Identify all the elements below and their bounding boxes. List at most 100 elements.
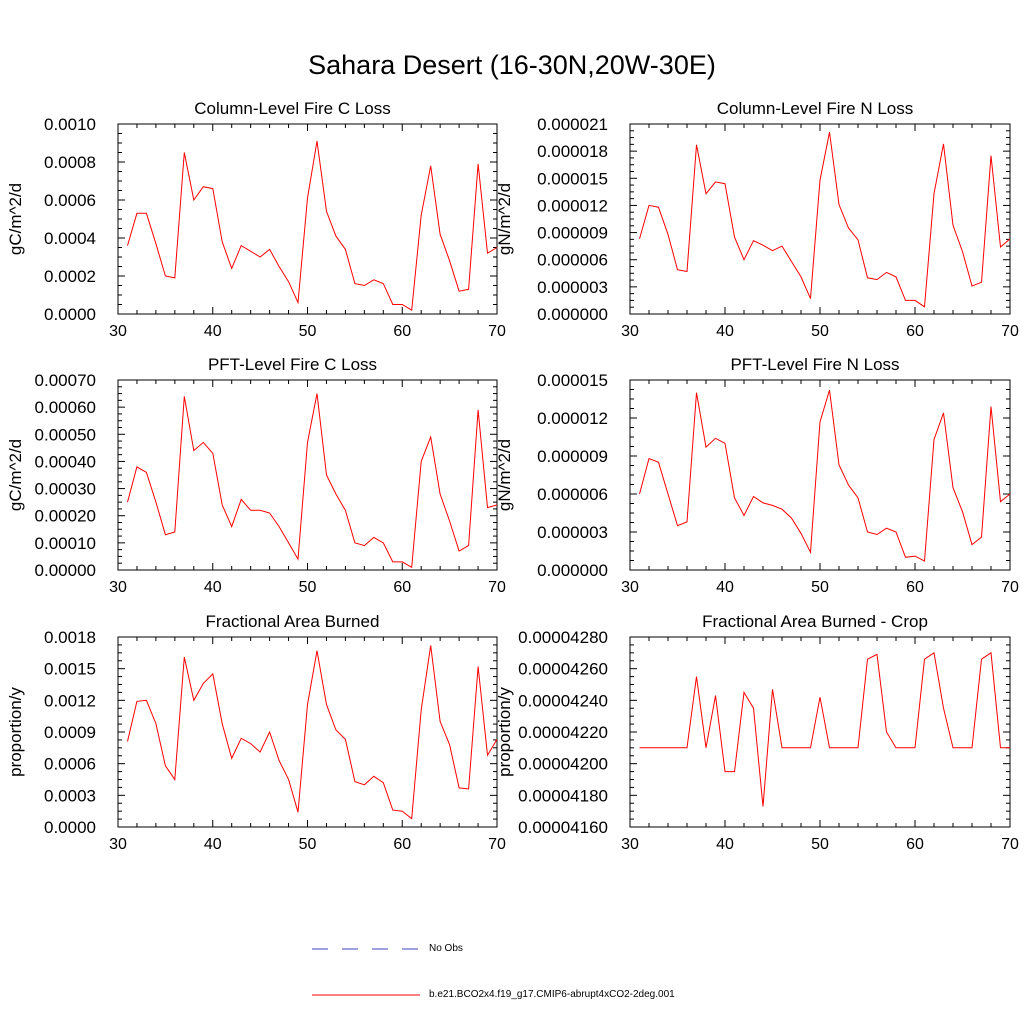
- y-tick-label: 0.000018: [537, 142, 608, 161]
- x-tick-label: 70: [488, 323, 506, 340]
- y-tick-label: 0.00004180: [518, 786, 608, 805]
- plot-frame: [629, 123, 1011, 315]
- x-tick-label: 40: [204, 836, 222, 853]
- x-tick-label: 70: [488, 836, 506, 853]
- x-tick-label: 40: [716, 579, 734, 596]
- y-tick-label: 0.000009: [537, 447, 608, 466]
- y-tick-label: 0.00010: [35, 534, 96, 553]
- y-tick-label: 0.000012: [537, 196, 608, 215]
- x-tick-label: 70: [1001, 836, 1019, 853]
- y-tick-label: 0.00000: [35, 561, 96, 580]
- series-line: [639, 651, 1010, 807]
- series-line: [639, 389, 1011, 562]
- y-tick-label: 0.00004260: [518, 660, 608, 679]
- y-tick-label: 0.000000: [537, 305, 608, 324]
- y-tick-label: 0.00040: [35, 452, 96, 471]
- y-tick-label: 0.0000: [44, 818, 96, 837]
- panel-title: Fractional Area Burned - Crop: [702, 612, 928, 631]
- panel-2: 30 40 50 60 70 0.00000 0.00010 0.00020 0.00030 0.…: [6, 355, 506, 596]
- y-tick-label: 0.0004: [44, 229, 96, 248]
- x-tick-label: 30: [109, 836, 127, 853]
- y-tick-label: 0.000003: [537, 278, 608, 297]
- y-tick-label: 0.00004240: [518, 691, 608, 710]
- panel-title: PFT-Level Fire C Loss: [208, 355, 377, 374]
- y-axis-label: gC/m^2/d: [6, 439, 25, 511]
- y-tick-label: 0.0006: [44, 191, 96, 210]
- x-tick-label: 70: [1001, 323, 1019, 340]
- y-tick-label: 0.0012: [44, 691, 96, 710]
- y-tick-label: 0.0008: [44, 153, 96, 172]
- y-tick-label: 0.00070: [35, 371, 96, 390]
- plot-frame: [629, 379, 1011, 571]
- panel-title: Column-Level Fire N Loss: [717, 99, 914, 118]
- x-tick-label: 40: [716, 836, 734, 853]
- x-tick-label: 30: [621, 579, 639, 596]
- x-tick-label: 30: [621, 323, 639, 340]
- x-tick-label: 50: [811, 579, 829, 596]
- panel-title: PFT-Level Fire N Loss: [730, 355, 899, 374]
- x-tick-label: 60: [906, 323, 924, 340]
- legend-label-model-run: b.e21.BCO2x4.f19_g17.CMIP6-abrupt4xCO2-2…: [429, 989, 675, 1000]
- y-tick-label: 0.000006: [537, 485, 608, 504]
- y-tick-label: 0.00004200: [518, 755, 608, 774]
- x-tick-label: 60: [906, 579, 924, 596]
- panel-1: 30 40 50 60 70 0.000000 0.000003 0.000006 0.0000…: [495, 99, 1019, 340]
- panel-title: Column-Level Fire C Loss: [194, 99, 391, 118]
- x-tick-label: 40: [716, 323, 734, 340]
- x-tick-label: 50: [299, 323, 317, 340]
- y-tick-label: 0.0002: [44, 267, 96, 286]
- x-tick-label: 70: [488, 579, 506, 596]
- y-tick-label: 0.00050: [35, 425, 96, 444]
- y-tick-label: 0.000006: [537, 251, 608, 270]
- x-tick-label: 60: [393, 836, 411, 853]
- x-tick-label: 30: [109, 323, 127, 340]
- x-tick-label: 70: [1001, 579, 1019, 596]
- x-tick-label: 40: [204, 323, 222, 340]
- y-tick-label: 0.0000: [44, 305, 96, 324]
- panel-3: 30 40 50 60 70 0.000000 0.000003 0.000006 0.0000…: [495, 355, 1019, 596]
- y-tick-label: 0.0010: [44, 115, 96, 134]
- y-tick-label: 0.000015: [537, 169, 608, 188]
- x-tick-label: 40: [204, 579, 222, 596]
- y-tick-label: 0.00020: [35, 507, 96, 526]
- y-tick-label: 0.00004160: [518, 818, 608, 837]
- x-tick-label: 30: [621, 836, 639, 853]
- legend-label-no-obs: No Obs: [429, 943, 463, 954]
- x-tick-label: 60: [393, 579, 411, 596]
- series-line: [127, 645, 498, 820]
- legend: [312, 948, 420, 996]
- x-tick-label: 50: [811, 836, 829, 853]
- x-tick-label: 50: [811, 323, 829, 340]
- x-tick-label: 50: [299, 836, 317, 853]
- y-tick-label: 0.0003: [44, 786, 96, 805]
- plot-frame: [629, 636, 1011, 828]
- y-tick-label: 0.0009: [44, 723, 96, 742]
- y-tick-label: 0.00060: [35, 398, 96, 417]
- y-tick-label: 0.000009: [537, 224, 608, 243]
- plot-frame: [117, 123, 498, 315]
- y-axis-label: proportion/y: [495, 687, 514, 777]
- y-tick-label: 0.00004220: [518, 723, 608, 742]
- x-tick-label: 60: [393, 323, 411, 340]
- panel-4: 30 40 50 60 70 0.0000 0.0003 0.0006 0.0009 0.0012…: [6, 612, 506, 853]
- y-tick-label: 0.000021: [537, 115, 608, 134]
- x-tick-label: 30: [109, 579, 127, 596]
- y-tick-label: 0.0015: [44, 660, 96, 679]
- panel-0: 30 40 50 60 70 0.0000 0.0002 0.0004 0.0006 0.0008…: [6, 99, 506, 340]
- y-axis-label: gC/m^2/d: [6, 183, 25, 255]
- figure-title: Sahara Desert (16-30N,20W-30E): [308, 50, 716, 80]
- panel-5: 30 40 50 60 70 0.00004160 0.00004180 0.00004200…: [495, 612, 1019, 853]
- y-tick-label: 0.000003: [537, 523, 608, 542]
- series-line: [639, 132, 1011, 308]
- y-tick-label: 0.000012: [537, 409, 608, 428]
- plot-frame: [117, 636, 498, 828]
- y-axis-label: gN/m^2/d: [495, 439, 514, 511]
- y-axis-label: proportion/y: [6, 687, 25, 777]
- y-axis-label: gN/m^2/d: [495, 183, 514, 255]
- y-tick-label: 0.0006: [44, 755, 96, 774]
- y-tick-label: 0.000015: [537, 371, 608, 390]
- plot-frame: [117, 379, 498, 571]
- x-tick-label: 60: [906, 836, 924, 853]
- x-tick-label: 50: [299, 579, 317, 596]
